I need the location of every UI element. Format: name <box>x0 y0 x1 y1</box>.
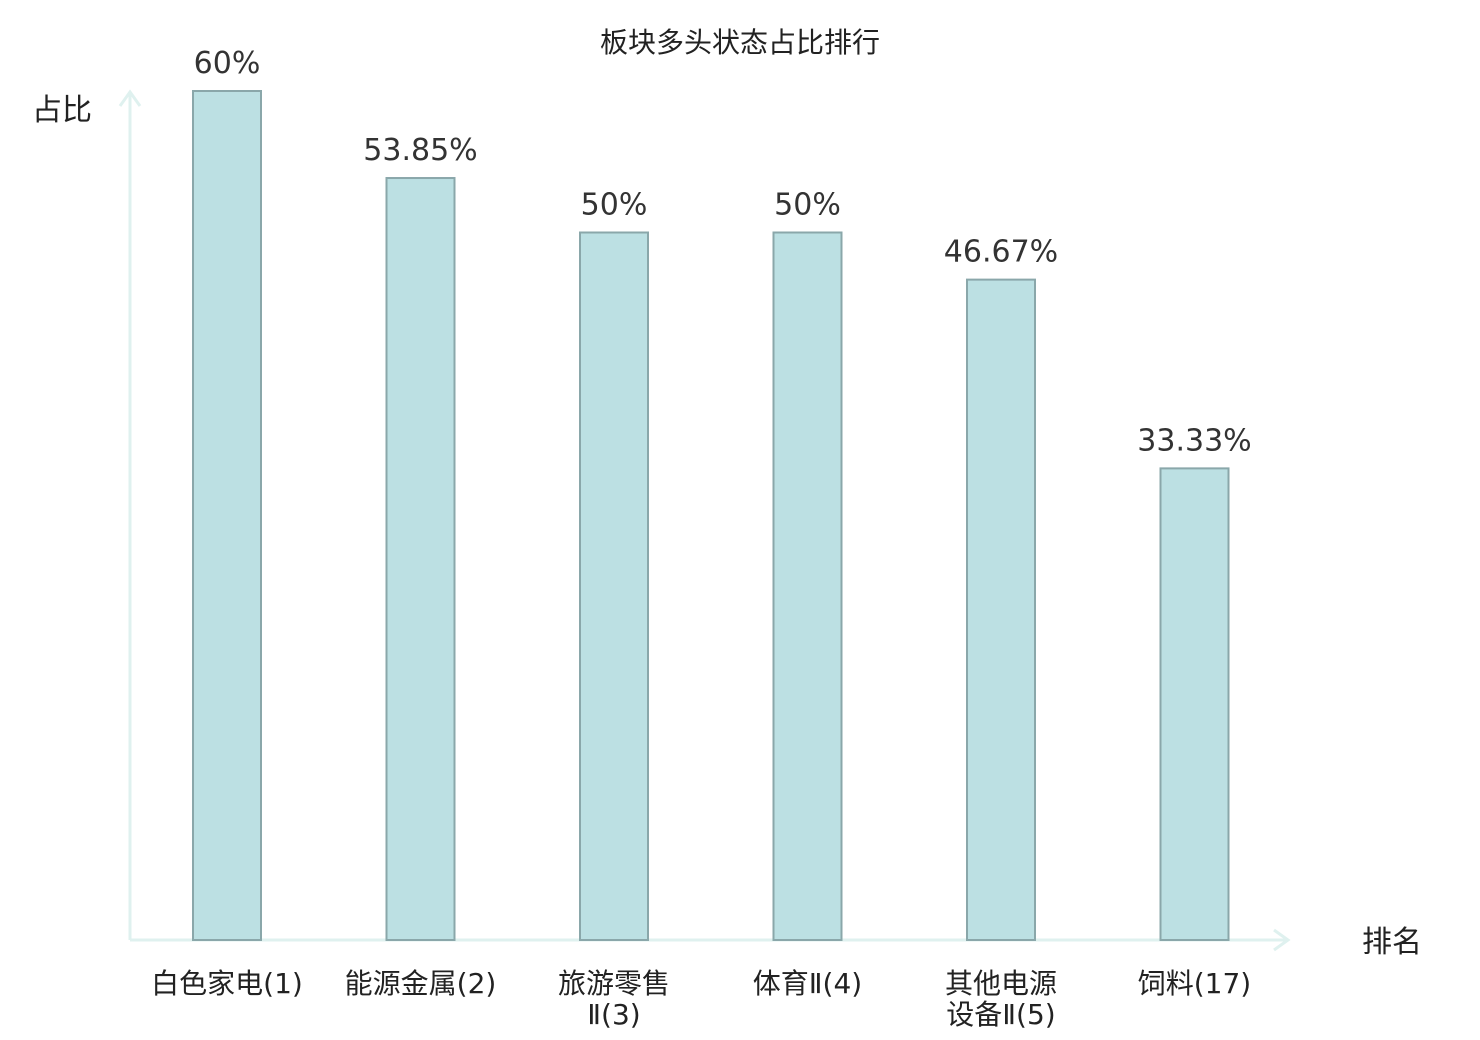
x-axis <box>130 928 1291 952</box>
bar-value-label: 53.85% <box>363 133 477 168</box>
bar-value-label: 50% <box>774 188 841 223</box>
x-tick-label: 其他电源 <box>945 967 1057 1000</box>
bar-value-label: 46.67% <box>944 235 1058 270</box>
x-tick-label: Ⅱ(3) <box>587 998 640 1031</box>
x-tick-label: 体育Ⅱ(4) <box>753 967 862 1000</box>
bar-value-label: 33.33% <box>1137 423 1251 458</box>
x-tick-label: 旅游零售 <box>558 967 670 1000</box>
y-axis <box>118 89 142 940</box>
bar <box>385 177 456 941</box>
bar <box>1159 467 1230 941</box>
x-tick-label: 白色家电(1) <box>151 967 303 1000</box>
x-tick-label: 能源金属(2) <box>345 967 497 1000</box>
value-labels-group: 60% 53.85% 50% 50% 46.67% 33.33% <box>194 46 1252 458</box>
x-tick-label: 饲料(17) <box>1138 967 1251 1000</box>
bar-value-label: 60% <box>194 46 261 81</box>
bar <box>772 231 843 941</box>
bar-value-label: 50% <box>581 188 648 223</box>
bar <box>192 90 262 941</box>
bars-group <box>192 90 1230 941</box>
bar <box>966 278 1036 941</box>
x-tick-label: 设备Ⅱ(5) <box>946 998 1055 1031</box>
y-axis-label: 占比 <box>32 93 92 128</box>
bar <box>579 231 649 941</box>
chart-title: 板块多头状态占比排行 <box>600 26 880 59</box>
x-axis-label: 排名 <box>1362 925 1422 960</box>
